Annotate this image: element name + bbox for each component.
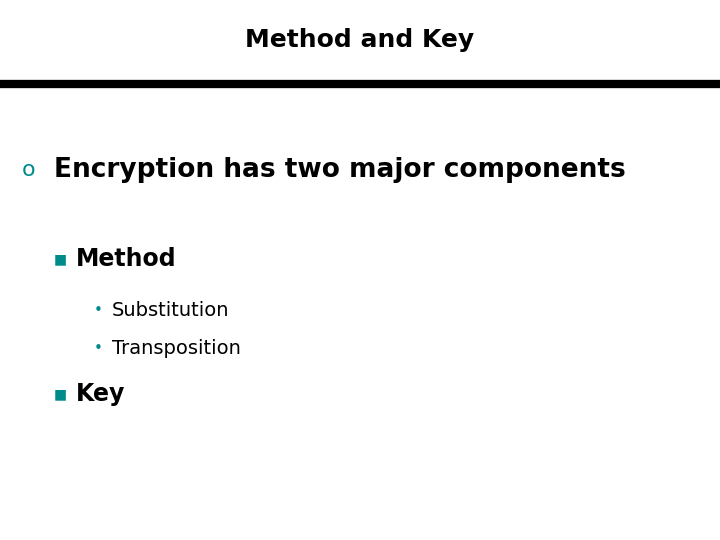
Text: ■: ■ xyxy=(54,252,67,266)
Text: Substitution: Substitution xyxy=(112,301,229,320)
Text: Key: Key xyxy=(76,382,125,406)
Text: •: • xyxy=(94,341,102,356)
Text: Encryption has two major components: Encryption has two major components xyxy=(54,157,626,183)
Text: Method and Key: Method and Key xyxy=(246,29,474,52)
Text: •: • xyxy=(94,303,102,318)
Text: Transposition: Transposition xyxy=(112,339,240,358)
Text: ■: ■ xyxy=(54,387,67,401)
Text: Method: Method xyxy=(76,247,176,271)
Text: o: o xyxy=(22,160,35,180)
